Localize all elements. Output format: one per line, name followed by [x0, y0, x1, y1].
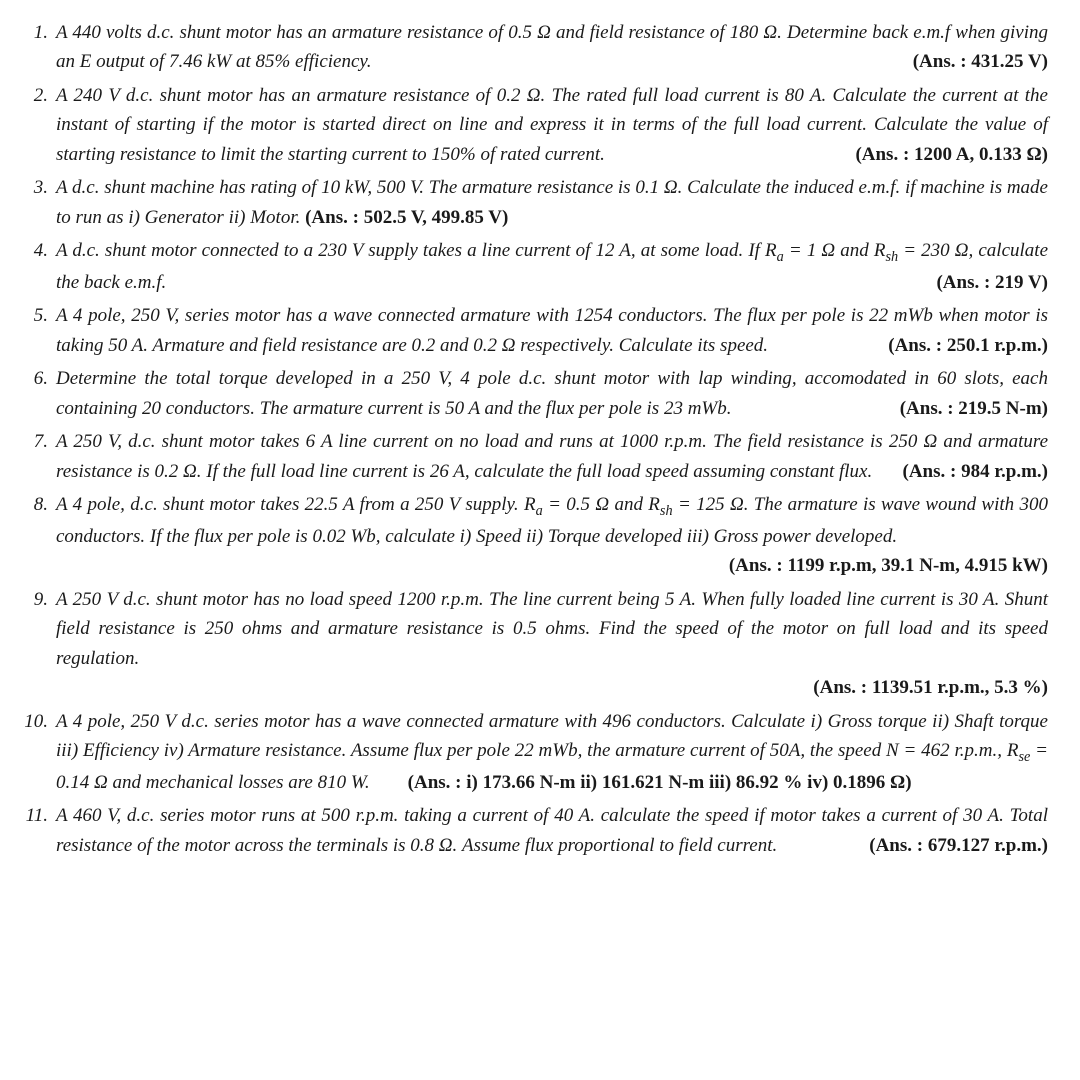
problem-text: A 440 volts d.c. shunt motor has an arma…	[56, 22, 1048, 72]
problem-text: A d.c. shunt motor connected to a 230 V …	[56, 240, 1048, 293]
problem-answer: (Ans. : 1200 A, 0.133 Ω)	[855, 140, 1048, 169]
problem-7: A 250 V, d.c. shunt motor takes 6 A line…	[18, 427, 1048, 486]
problem-6: Determine the total torque developed in …	[18, 364, 1048, 423]
problem-11: A 460 V, d.c. series motor runs at 500 r…	[18, 801, 1048, 860]
problem-answer: (Ans. : 1199 r.p.m, 39.1 N-m, 4.915 kW)	[56, 551, 1048, 580]
problem-4: A d.c. shunt motor connected to a 230 V …	[18, 236, 1048, 297]
problem-answer: (Ans. : 984 r.p.m.)	[903, 457, 1049, 486]
problem-answer: (Ans. : 250.1 r.p.m.)	[888, 331, 1048, 360]
problem-text: A d.c. shunt machine has rating of 10 kW…	[56, 177, 1048, 227]
problem-answer: (Ans. : 219.5 N-m)	[900, 394, 1048, 423]
problem-9: A 250 V d.c. shunt motor has no load spe…	[18, 585, 1048, 703]
problem-10: A 4 pole, 250 V d.c. series motor has a …	[18, 707, 1048, 798]
problem-text: A 4 pole, 250 V d.c. series motor has a …	[56, 711, 1048, 793]
problem-answer: (Ans. : 502.5 V, 499.85 V)	[305, 207, 508, 228]
problem-8: A 4 pole, d.c. shunt motor takes 22.5 A …	[18, 490, 1048, 581]
problem-text: A 250 V, d.c. shunt motor takes 6 A line…	[56, 431, 1048, 481]
problem-text: A 4 pole, d.c. shunt motor takes 22.5 A …	[56, 494, 1048, 547]
problem-5: A 4 pole, 250 V, series motor has a wave…	[18, 301, 1048, 360]
problem-1: A 440 volts d.c. shunt motor has an arma…	[18, 18, 1048, 77]
problem-text: A 250 V d.c. shunt motor has no load spe…	[56, 589, 1048, 669]
problem-2: A 240 V d.c. shunt motor has an armature…	[18, 81, 1048, 169]
problem-answer: (Ans. : 219 V)	[936, 268, 1048, 297]
problem-answer: (Ans. : 431.25 V)	[913, 47, 1048, 76]
problem-answer: (Ans. : 1139.51 r.p.m., 5.3 %)	[56, 673, 1048, 702]
problem-answer: (Ans. : 679.127 r.p.m.)	[869, 831, 1048, 860]
problem-list: A 440 volts d.c. shunt motor has an arma…	[18, 18, 1048, 860]
problem-3: A d.c. shunt machine has rating of 10 kW…	[18, 173, 1048, 232]
